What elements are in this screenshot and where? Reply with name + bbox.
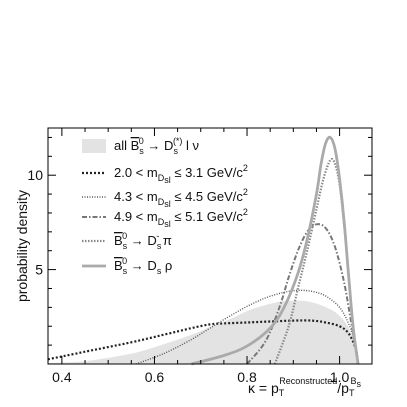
legend-label-2: 4.3 < mDsl ≤ 4.5 GeV/c2 — [114, 187, 248, 209]
y-tick-label: 10 — [27, 167, 43, 183]
y-axis-title: probability density — [14, 190, 30, 302]
legend-label-1: 2.0 < mDsl ≤ 3.1 GeV/c2 — [114, 163, 248, 185]
y-tick-label: 5 — [35, 262, 43, 278]
legend-label-0: all Bs0 → Ds(*) l ν — [114, 136, 199, 156]
x-tick-label: 0.8 — [237, 369, 257, 385]
x-tick-label: 1.0 — [330, 369, 350, 385]
series-3-dash-dot — [246, 223, 360, 365]
series-layer — [47, 135, 360, 366]
legend-symbol-0 — [82, 139, 106, 153]
legend-label-4: Bs0 → Ds- π — [114, 231, 172, 251]
series-5-solid-gray — [191, 135, 360, 366]
x-tick-label: 0.4 — [52, 369, 72, 385]
legend: all Bs0 → Ds(*) l ν 2.0 < mDsl ≤ 3.1 GeV/… — [82, 136, 248, 276]
x-tick-label: 0.6 — [145, 369, 165, 385]
plot-frame — [47, 127, 373, 365]
legend-label-5: Bs0 → Ds ρ — [114, 256, 172, 276]
ticks-layer: 0.4 0.6 0.8 1.0 5 10 — [27, 128, 372, 385]
legend-label-3: 4.9 < mDsl ≤ 5.1 GeV/c2 — [114, 207, 248, 229]
x-axis-title: κ = pTReconstructed/pTBs — [248, 376, 361, 398]
series-0-filled-gray — [48, 300, 359, 364]
